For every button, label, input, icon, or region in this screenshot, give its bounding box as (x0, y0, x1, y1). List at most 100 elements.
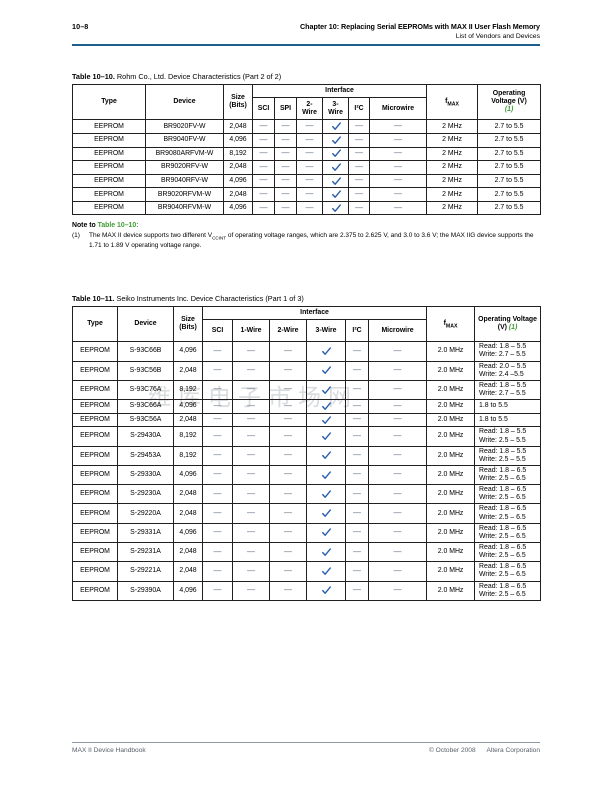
cell-sci: — (202, 360, 233, 381)
cell-three-wire (322, 187, 349, 202)
cell-two-wire: — (296, 173, 323, 189)
cell-fmax: 2 MHz (426, 146, 479, 162)
cell-three-wire (306, 399, 346, 414)
cell-microwire: — (367, 522, 428, 544)
cell-fmax: 2.0 MHz (426, 561, 476, 582)
cell-sci: — (202, 379, 233, 401)
dash-mark: — (353, 527, 361, 537)
note-heading: Note to Table 10–10: (72, 222, 540, 229)
th2-fmax: fMAX (426, 306, 476, 343)
table-row: EEPROM BR9040FV-W 4,096 — — — — — 2 MHz 2.7 to 5.… (72, 132, 542, 148)
cell-i2c: — (345, 561, 369, 582)
cell-one-wire: — (232, 379, 270, 401)
cell-voltage: 2.7 to 5.5 (477, 119, 542, 134)
cell-size: 4,096 (173, 522, 203, 544)
cell-size: 2,048 (223, 160, 253, 175)
dash-mark: — (213, 527, 222, 537)
cell-operating-voltage: Read: 1.8 – 6.5 Write: 2.5 – 6.5 (474, 503, 542, 524)
table-row: EEPROM S-29430A 8,192 — — — — — 2.0 MHz Read: 1.8… (72, 426, 542, 447)
cell-size: 4,096 (173, 399, 203, 414)
dash-mark: — (284, 400, 292, 410)
dash-mark: — (353, 345, 361, 355)
table-10-10-note-block: Note to Table 10–10: (1) The MAX II devi… (72, 222, 540, 250)
dash-mark: — (353, 450, 361, 460)
dash-mark: — (213, 469, 222, 479)
voltage-read: Read: 1.8 – 5.5 (479, 381, 527, 389)
cell-operating-voltage: Read: 1.8 – 6.5 Write: 2.5 – 6.5 (474, 464, 542, 486)
note-number: (1) (72, 232, 80, 240)
cell-size: 2,048 (173, 360, 203, 381)
th-type: Type (72, 84, 146, 121)
dash-mark: — (281, 175, 290, 185)
cell-sci: — (252, 187, 275, 202)
dash-mark: — (393, 546, 402, 556)
th-operating-voltage: Operating Voltage (V) (1) (477, 84, 542, 121)
dash-mark: — (247, 508, 255, 518)
dash-mark: — (393, 365, 402, 375)
note-heading-link[interactable]: Table 10–10: (97, 222, 139, 230)
dash-mark: — (247, 546, 255, 556)
table-row: EEPROM S-29330A 4,096 — — — — — 2.0 MHz Read: 1.8… (72, 464, 542, 486)
dash-mark: — (305, 121, 314, 131)
dash-mark: — (353, 414, 361, 424)
cell-type: EEPROM (72, 503, 118, 524)
cell-type: EEPROM (72, 412, 118, 428)
running-header: 10–8 Chapter 10: Replacing Serial EEPROM… (72, 22, 540, 46)
cell-one-wire: — (232, 426, 270, 447)
dash-mark: — (213, 488, 222, 498)
cell-size: 2,048 (173, 542, 203, 563)
cell-microwire: — (367, 360, 428, 381)
cell-microwire: — (368, 132, 428, 148)
cell-three-wire (322, 160, 349, 175)
cell-spi: — (274, 187, 297, 202)
cell-spi: — (274, 146, 297, 162)
check-icon (322, 470, 331, 479)
cell-device: S-29220A (117, 503, 174, 524)
table-row: EEPROM S-93C56A 2,048 — — — — — 2.0 MHz 1.8 to 5.… (72, 412, 542, 428)
footer-right: © October 2008 Altera Corporation (420, 747, 540, 754)
dash-mark: — (394, 148, 403, 158)
cell-microwire: — (367, 379, 428, 401)
dash-mark: — (247, 585, 255, 595)
dash-mark: — (394, 189, 403, 199)
cell-two-wire: — (296, 132, 323, 148)
dash-mark: — (284, 469, 292, 479)
voltage-write: Write: 2.5 – 6.5 (479, 552, 526, 560)
cell-one-wire: — (232, 445, 270, 466)
cell-two-wire: — (269, 360, 307, 381)
voltage-read: Read: 1.8 – 5.5 (479, 447, 527, 455)
cell-type: EEPROM (72, 561, 118, 582)
dash-mark: — (353, 488, 361, 498)
th2-size-line1: Size (181, 316, 195, 324)
cell-i2c: — (345, 399, 369, 414)
voltage-read: Read: 1.8 – 6.5 (479, 505, 527, 513)
cell-three-wire (306, 542, 346, 563)
cell-device: BR9080ARFVM-W (145, 146, 224, 162)
dash-mark: — (284, 450, 292, 460)
dash-mark: — (353, 585, 361, 595)
voltage-read: Read: 1.8 – 6.5 (479, 466, 527, 474)
dash-mark: — (393, 565, 402, 575)
dash-mark: — (393, 345, 402, 355)
table-row: EEPROM S-29221A 2,048 — — — — — 2.0 MHz Read: 1.8… (72, 561, 542, 582)
th-opv-line2: Voltage (V) (491, 98, 527, 106)
cell-two-wire: — (269, 445, 307, 466)
dash-mark: — (353, 400, 361, 410)
dash-mark: — (284, 488, 292, 498)
page-footer: MAX II Device Handbook © October 2008 Al… (72, 742, 540, 754)
cell-two-wire: — (296, 146, 323, 162)
cell-type: EEPROM (72, 173, 146, 189)
cell-operating-voltage: Read: 1.8 – 5.5 Write: 2.5 – 5.5 (474, 426, 542, 447)
dash-mark: — (284, 565, 292, 575)
cell-device: S-93C66A (117, 399, 174, 414)
cell-two-wire: — (269, 399, 307, 414)
cell-voltage: 2.7 to 5.5 (477, 160, 542, 175)
cell-voltage: 2.7 to 5.5 (477, 132, 542, 148)
dash-mark: — (213, 345, 222, 355)
cell-one-wire: — (232, 580, 270, 601)
th-interface-group: Interface (251, 84, 428, 99)
cell-device: S-29330A (117, 464, 174, 486)
voltage-write: Write: 2.5 – 6.5 (479, 590, 526, 598)
voltage-read: Read: 1.8 – 5.5 (479, 428, 527, 436)
